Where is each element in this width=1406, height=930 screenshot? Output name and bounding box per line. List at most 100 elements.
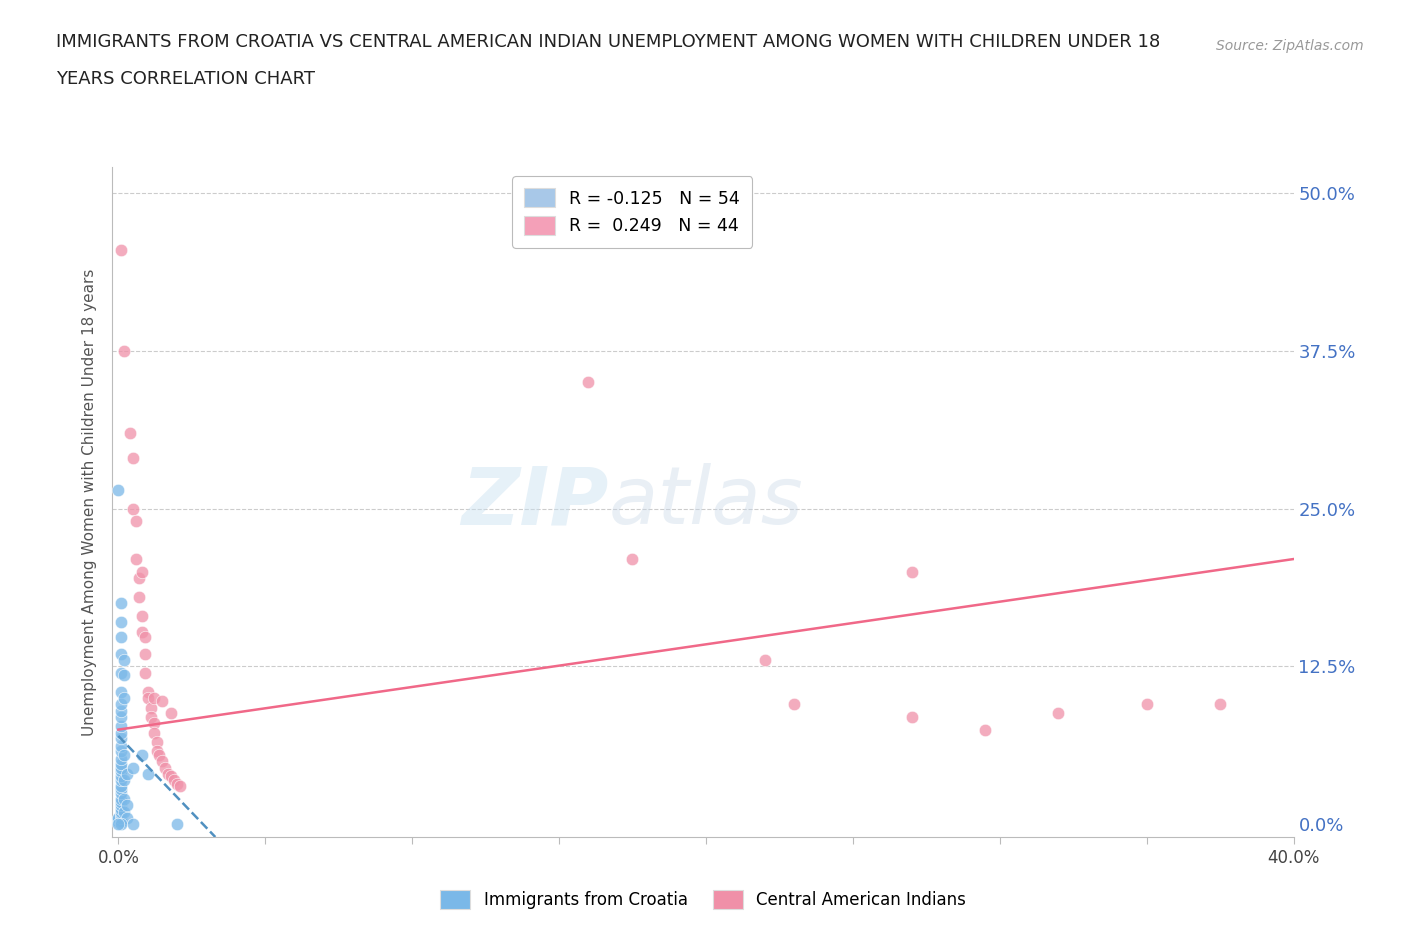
Point <box>110 665 132 680</box>
Point <box>1047 706 1070 721</box>
Y-axis label: Unemployment Among Women with Children Under 18 years: Unemployment Among Women with Children U… <box>82 269 97 736</box>
Point <box>120 425 142 440</box>
Point <box>112 748 135 763</box>
Point <box>152 693 174 708</box>
Point <box>110 744 132 759</box>
Point <box>112 773 135 788</box>
Point <box>112 668 135 683</box>
Point <box>112 343 135 358</box>
Point <box>110 738 132 753</box>
Point <box>110 785 132 800</box>
Point <box>148 748 170 763</box>
Point <box>110 817 132 831</box>
Point <box>128 590 150 604</box>
Point <box>136 691 159 706</box>
Point <box>157 766 180 781</box>
Point <box>110 807 132 822</box>
Point <box>134 665 156 680</box>
Point <box>142 726 165 741</box>
Point <box>107 812 129 827</box>
Point <box>110 697 132 711</box>
Point <box>110 760 132 775</box>
Point <box>107 813 129 828</box>
Point <box>112 791 135 806</box>
Legend: Immigrants from Croatia, Central American Indians: Immigrants from Croatia, Central America… <box>433 884 973 916</box>
Point <box>122 817 145 831</box>
Point <box>107 811 129 826</box>
Text: atlas: atlas <box>609 463 803 541</box>
Point <box>131 608 153 623</box>
Point <box>110 779 132 794</box>
Point <box>166 777 188 791</box>
Point <box>131 748 153 763</box>
Point <box>110 710 132 724</box>
Point <box>122 450 145 465</box>
Point <box>115 798 138 813</box>
Point <box>110 718 132 733</box>
Text: ZIP: ZIP <box>461 463 609 541</box>
Text: Source: ZipAtlas.com: Source: ZipAtlas.com <box>1216 39 1364 53</box>
Point <box>136 766 159 781</box>
Point <box>155 760 177 775</box>
Point <box>110 646 132 661</box>
Point <box>107 817 129 831</box>
Point <box>110 764 132 778</box>
Point <box>152 753 174 768</box>
Point <box>110 630 132 644</box>
Point <box>128 571 150 586</box>
Point <box>145 735 167 750</box>
Point <box>110 791 132 806</box>
Point <box>142 691 165 706</box>
Text: IMMIGRANTS FROM CROATIA VS CENTRAL AMERICAN INDIAN UNEMPLOYMENT AMONG WOMEN WITH: IMMIGRANTS FROM CROATIA VS CENTRAL AMERI… <box>56 33 1160 50</box>
Point <box>110 781 132 796</box>
Point <box>131 565 153 579</box>
Point <box>142 716 165 731</box>
Point <box>110 813 132 828</box>
Point <box>107 482 129 497</box>
Point <box>169 779 191 794</box>
Point <box>134 646 156 661</box>
Point <box>110 798 132 813</box>
Point <box>754 653 776 668</box>
Point <box>160 706 183 721</box>
Point <box>107 815 129 830</box>
Point <box>115 766 138 781</box>
Point <box>110 815 132 830</box>
Point <box>163 773 186 788</box>
Point <box>110 731 132 746</box>
Point <box>110 615 132 630</box>
Point <box>122 760 145 775</box>
Point <box>110 726 132 741</box>
Point <box>110 751 132 766</box>
Point <box>110 242 132 257</box>
Point <box>110 804 132 819</box>
Point <box>110 802 132 817</box>
Point <box>112 804 135 819</box>
Point <box>110 794 132 809</box>
Point <box>1209 697 1232 711</box>
Point <box>1136 697 1159 711</box>
Point <box>122 501 145 516</box>
Text: YEARS CORRELATION CHART: YEARS CORRELATION CHART <box>56 70 315 87</box>
Point <box>131 625 153 640</box>
Point <box>110 684 132 699</box>
Point <box>578 375 600 390</box>
Point <box>125 513 148 528</box>
Point <box>110 703 132 718</box>
Point <box>134 630 156 644</box>
Point <box>160 769 183 784</box>
Point <box>783 697 806 711</box>
Point <box>110 769 132 784</box>
Point <box>110 773 132 788</box>
Point <box>110 811 132 826</box>
Point <box>112 691 135 706</box>
Point <box>136 684 159 699</box>
Point <box>139 710 162 724</box>
Point <box>900 710 922 724</box>
Point <box>145 744 167 759</box>
Point <box>112 653 135 668</box>
Point <box>110 596 132 611</box>
Point <box>110 756 132 771</box>
Point <box>900 565 922 579</box>
Point <box>125 551 148 566</box>
